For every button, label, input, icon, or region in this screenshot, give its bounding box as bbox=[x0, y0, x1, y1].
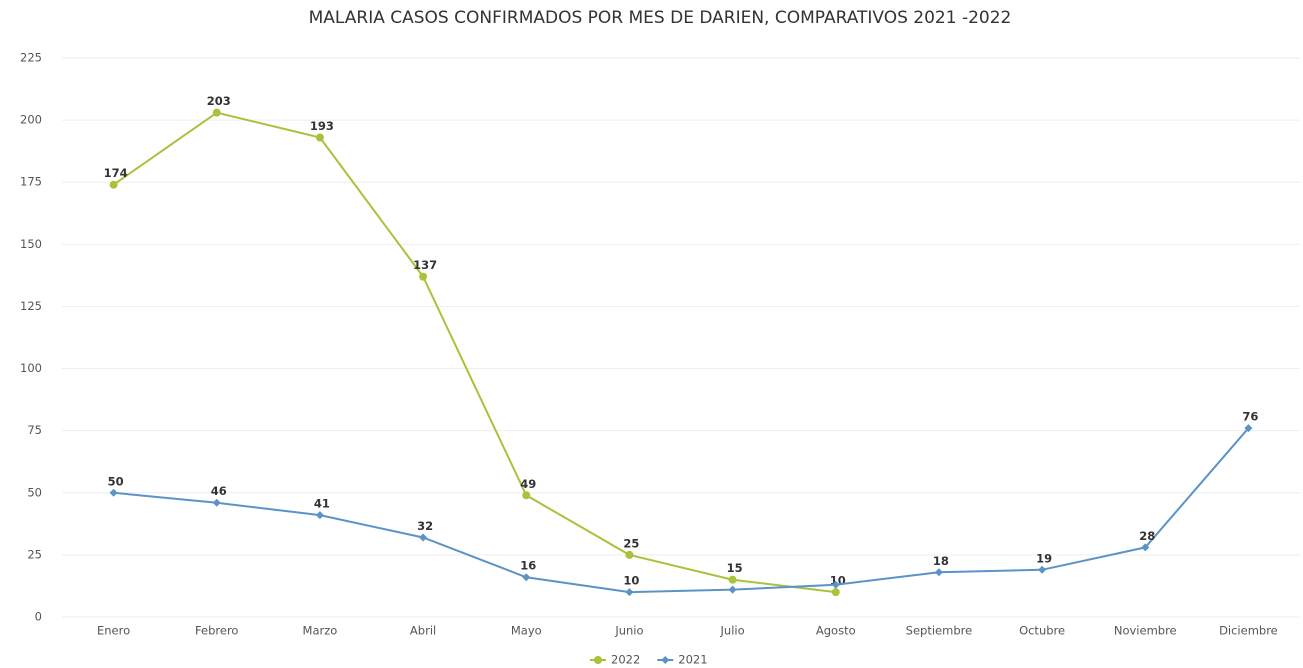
point bbox=[625, 588, 634, 597]
data-label: 19 bbox=[1036, 551, 1052, 565]
point bbox=[522, 573, 531, 582]
y-tick-label: 0 bbox=[35, 610, 42, 624]
point bbox=[109, 180, 118, 189]
data-label: 49 bbox=[520, 477, 536, 491]
x-tick-label: Noviembre bbox=[1114, 624, 1177, 638]
data-label: 16 bbox=[520, 559, 536, 573]
y-tick-label: 225 bbox=[20, 51, 42, 65]
data-label: 203 bbox=[207, 94, 231, 108]
x-tick-label: Septiembre bbox=[906, 624, 973, 638]
y-tick-label: 100 bbox=[20, 361, 42, 375]
data-label: 76 bbox=[1242, 410, 1258, 424]
point bbox=[934, 568, 943, 577]
data-label: 174 bbox=[104, 166, 128, 180]
x-tick-label: Abril bbox=[410, 624, 436, 638]
point bbox=[419, 533, 428, 542]
point bbox=[625, 550, 634, 559]
y-tick-label: 200 bbox=[20, 113, 42, 127]
x-tick-label: Marzo bbox=[303, 624, 338, 638]
y-tick-label: 75 bbox=[27, 423, 42, 437]
x-tick-label: Febrero bbox=[195, 624, 238, 638]
y-tick-label: 175 bbox=[20, 175, 42, 189]
point bbox=[831, 588, 840, 597]
point bbox=[315, 511, 324, 520]
x-tick-label: Enero bbox=[97, 624, 130, 638]
data-label: 137 bbox=[413, 258, 437, 272]
chart-title: MALARIA CASOS CONFIRMADOS POR MES DE DAR… bbox=[309, 8, 1012, 28]
point bbox=[419, 272, 428, 281]
data-label: 46 bbox=[211, 484, 227, 498]
point bbox=[728, 585, 737, 594]
y-tick-label: 25 bbox=[27, 547, 42, 561]
legend-label: 2022 bbox=[611, 653, 640, 667]
point bbox=[212, 498, 221, 507]
x-tick-label: Agosto bbox=[816, 624, 856, 638]
point bbox=[109, 488, 118, 497]
y-tick-label: 150 bbox=[20, 237, 42, 251]
point bbox=[1244, 424, 1253, 433]
x-tick-label: Diciembre bbox=[1219, 624, 1278, 638]
point bbox=[831, 580, 840, 589]
data-label: 25 bbox=[623, 536, 639, 550]
data-label: 15 bbox=[727, 561, 743, 575]
series-line bbox=[113, 427, 1250, 594]
legend-label: 2021 bbox=[678, 653, 707, 667]
series-line bbox=[113, 111, 836, 594]
point bbox=[1038, 565, 1047, 574]
x-tick-label: Mayo bbox=[511, 624, 542, 638]
data-label: 10 bbox=[623, 574, 639, 588]
y-tick-label: 50 bbox=[27, 485, 42, 499]
point bbox=[522, 491, 531, 500]
point bbox=[728, 575, 737, 584]
legend-marker bbox=[594, 656, 602, 664]
data-label: 28 bbox=[1139, 529, 1155, 543]
x-tick-label: Julio bbox=[720, 624, 745, 638]
data-label: 32 bbox=[417, 519, 433, 533]
point bbox=[212, 108, 221, 117]
legend-marker bbox=[661, 656, 670, 664]
x-tick-label: Octubre bbox=[1019, 624, 1065, 638]
data-label: 193 bbox=[310, 119, 334, 133]
data-label: 18 bbox=[933, 554, 949, 568]
data-label: 41 bbox=[314, 497, 330, 511]
x-tick-label: Junio bbox=[614, 624, 643, 638]
y-tick-label: 125 bbox=[20, 299, 42, 313]
point bbox=[315, 133, 324, 142]
point bbox=[1141, 543, 1150, 552]
data-label: 50 bbox=[108, 474, 124, 488]
